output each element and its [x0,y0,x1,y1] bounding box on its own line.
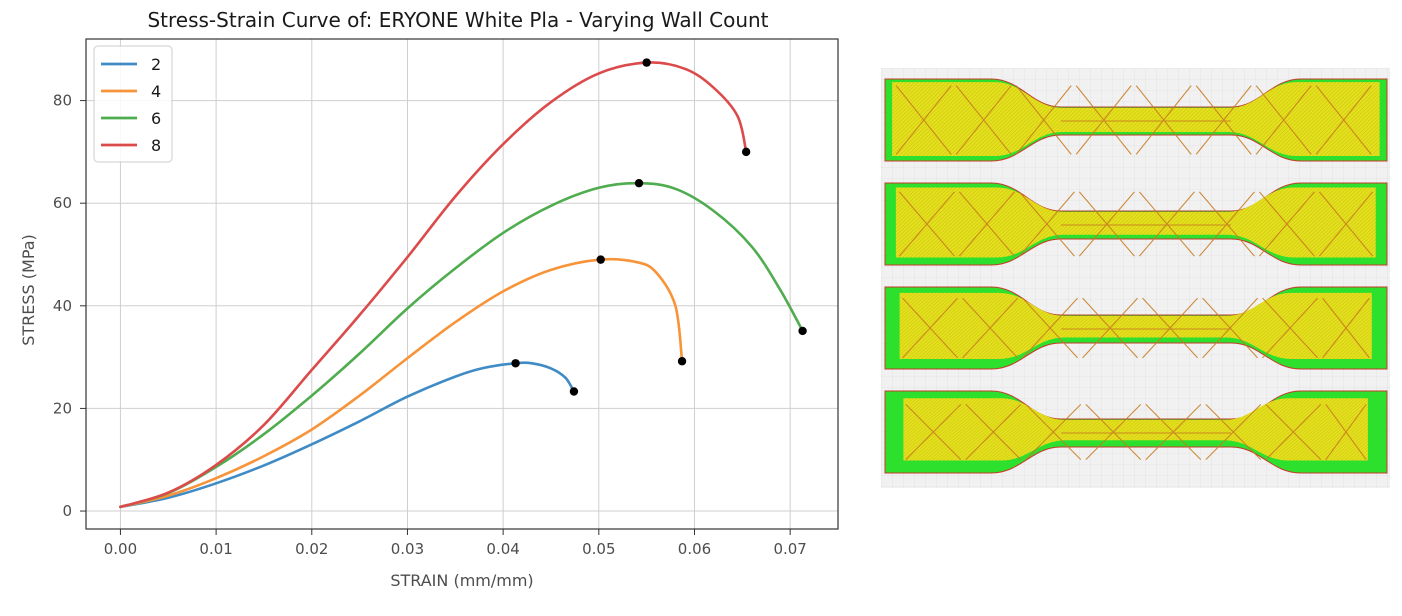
infill-line [1325,404,1367,460]
x-tick-label: 0.07 [773,540,806,558]
x-tick-label: 0.06 [678,540,711,558]
infill-line [1138,191,1195,257]
infill-line [955,85,1012,155]
marker-point [642,58,651,67]
series-line-4 [119,257,684,509]
infill-line [1205,403,1262,461]
marker-point [511,359,520,368]
y-tick-label: 40 [53,297,72,315]
infill-pattern [902,297,1370,359]
infill-line [1318,191,1374,257]
legend-label-8: 8 [151,136,161,155]
series-lines [119,61,804,509]
infill-line [1142,297,1199,359]
dogbone-specimen [884,78,1388,162]
infill-pattern [898,191,1374,257]
y-axis-label: STRESS (MPa) [19,234,38,346]
infill-line [1195,85,1252,155]
dogbone-specimen [884,182,1388,266]
infill-line [898,191,955,257]
dogbone-specimen [884,390,1388,474]
x-tick-label: 0.04 [486,540,519,558]
infill-line [1315,85,1372,155]
x-axis-label: STRAIN (mm/mm) [390,571,533,590]
legend: 2 4 6 8 [93,45,173,163]
infill-line [962,297,1019,359]
x-tick-label: 0.02 [295,540,328,558]
series-line-2 [119,361,576,509]
infill-line [1025,403,1082,461]
infill-line [965,403,1022,461]
infill-line [1085,403,1142,461]
x-tick-label: 0.00 [104,540,137,558]
stress-strain-chart: Stress-Strain Curve of: ERYONE White Pla… [19,8,839,590]
infill-line [902,297,959,359]
plot-frame [85,38,839,530]
infill-line [958,191,1015,257]
x-tick-label: 0.05 [582,540,615,558]
infill-line [1198,191,1255,257]
grid-lines [86,39,838,529]
x-tick-label: 0.03 [391,540,424,558]
infill-line [1265,403,1322,461]
legend-label-6: 6 [151,109,161,128]
infill-line [1078,191,1135,257]
infill-line [1018,191,1075,257]
x-tick-label: 0.01 [199,540,232,558]
series-markers [511,58,807,396]
y-tick-label: 0 [62,502,72,520]
infill-line [895,85,952,155]
infill-line [1082,297,1139,359]
infill-line [905,403,962,461]
legend-items: 2 4 6 8 [101,55,161,155]
legend-box [93,45,173,163]
infill-line [1258,191,1315,257]
y-tick-label: 20 [53,399,72,417]
infill-pattern [895,85,1372,155]
marker-point [596,255,605,264]
infill-line [1262,297,1319,359]
marker-point [677,357,687,366]
infill-line [1255,85,1312,155]
infill-line [1145,403,1202,461]
series-line-8 [119,61,748,509]
slicer-preview-image [881,68,1390,488]
infill-line [1322,297,1370,359]
marker-point [569,387,579,396]
dogbone-specimens [884,78,1388,474]
y-tick-label: 60 [53,194,72,212]
infill-line [1022,297,1079,359]
marker-point [798,326,807,336]
series-line-6 [119,181,804,509]
infill-line [1135,85,1192,155]
dogbone-specimen [884,286,1388,370]
legend-label-4: 4 [151,82,161,101]
chart-title: Stress-Strain Curve of: ERYONE White Pla… [147,8,768,32]
infill-pattern [905,403,1367,461]
marker-point [634,178,644,188]
axis-ticks: 0.00 0.01 0.02 0.03 0.04 0.05 0.06 0.07 0 20 40 60 8… [53,92,807,558]
infill-line [1202,297,1259,359]
infill-line [1075,85,1132,155]
infill-line [1015,85,1072,155]
y-tick-label: 80 [53,92,72,110]
marker-point [741,147,751,157]
legend-label-2: 2 [151,55,161,74]
